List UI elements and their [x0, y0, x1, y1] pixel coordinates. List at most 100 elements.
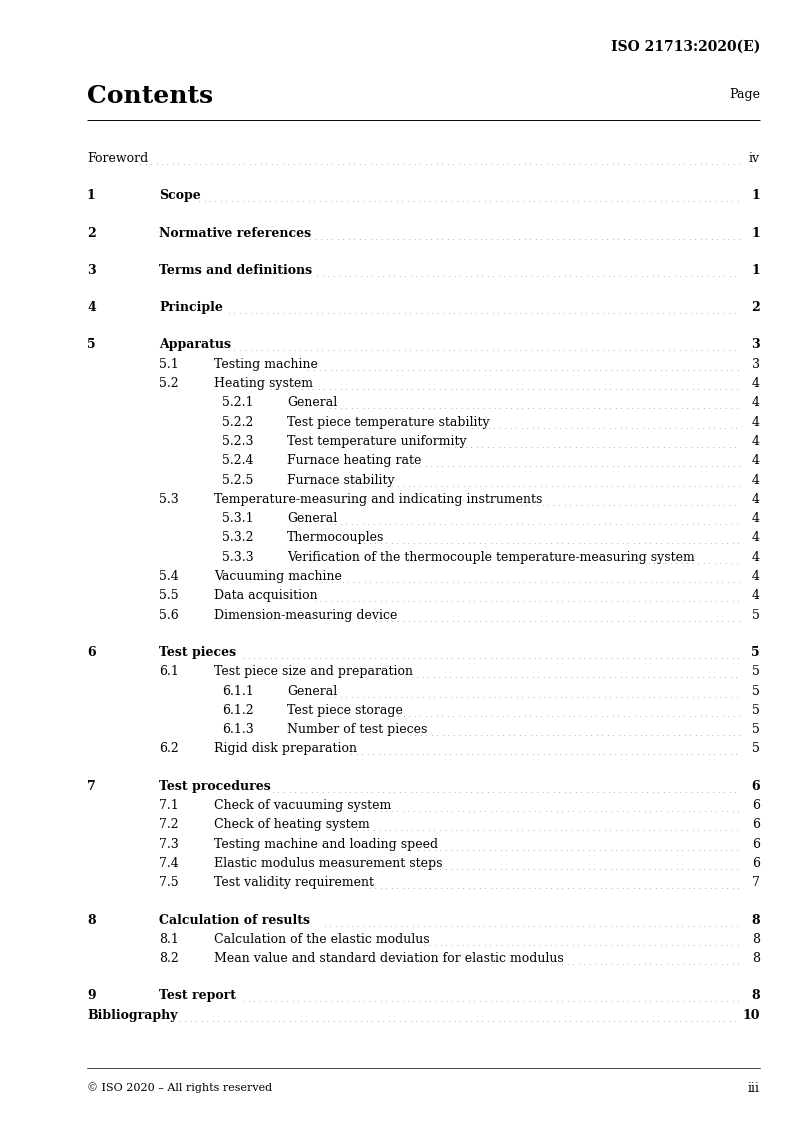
Text: Rigid disk preparation: Rigid disk preparation [214, 743, 357, 755]
Text: General: General [287, 513, 337, 525]
Text: 7: 7 [752, 876, 760, 890]
Text: Terms and definitions: Terms and definitions [159, 264, 312, 277]
Text: Test pieces: Test pieces [159, 646, 236, 659]
Text: 7.5: 7.5 [159, 876, 178, 890]
Text: 3: 3 [752, 339, 760, 351]
Text: 5: 5 [752, 703, 760, 717]
Text: 6: 6 [752, 799, 760, 812]
Text: 7.2: 7.2 [159, 818, 178, 831]
Text: 4: 4 [752, 532, 760, 544]
Text: Testing machine: Testing machine [214, 358, 318, 370]
Text: Test report: Test report [159, 990, 236, 1002]
Text: Foreword: Foreword [87, 151, 148, 165]
Text: 5.2.1: 5.2.1 [222, 396, 254, 410]
Text: Check of vacuuming system: Check of vacuuming system [214, 799, 391, 812]
Text: 5: 5 [752, 743, 760, 755]
Text: 5.3.2: 5.3.2 [222, 532, 254, 544]
Text: 6: 6 [87, 646, 96, 659]
Text: iii: iii [748, 1082, 760, 1095]
Text: Heating system: Heating system [214, 377, 313, 390]
Text: 5: 5 [752, 665, 760, 679]
Text: 4: 4 [752, 454, 760, 467]
Text: 4: 4 [752, 473, 760, 487]
Text: Apparatus: Apparatus [159, 339, 231, 351]
Text: 9: 9 [87, 990, 96, 1002]
Text: 5.2.4: 5.2.4 [222, 454, 254, 467]
Text: Testing machine and loading speed: Testing machine and loading speed [214, 838, 438, 850]
Text: 6: 6 [752, 818, 760, 831]
Text: Furnace stability: Furnace stability [287, 473, 395, 487]
Text: 6: 6 [752, 780, 760, 793]
Text: 4: 4 [752, 589, 760, 603]
Text: 10: 10 [742, 1009, 760, 1022]
Text: Bibliography: Bibliography [87, 1009, 178, 1022]
Text: 5: 5 [752, 609, 760, 622]
Text: Scope: Scope [159, 190, 201, 202]
Text: 4: 4 [752, 396, 760, 410]
Text: 5.1: 5.1 [159, 358, 178, 370]
Text: 5: 5 [752, 684, 760, 698]
Text: 8: 8 [752, 932, 760, 946]
Text: 3: 3 [87, 264, 96, 277]
Text: iv: iv [749, 151, 760, 165]
Text: Test validity requirement: Test validity requirement [214, 876, 374, 890]
Text: 4: 4 [752, 570, 760, 583]
Text: 4: 4 [752, 493, 760, 506]
Text: General: General [287, 396, 337, 410]
Text: 7.4: 7.4 [159, 857, 178, 870]
Text: Mean value and standard deviation for elastic modulus: Mean value and standard deviation for el… [214, 953, 564, 965]
Text: 5.3.1: 5.3.1 [222, 513, 254, 525]
Text: 5.3: 5.3 [159, 493, 178, 506]
Text: 5.2.2: 5.2.2 [222, 415, 254, 429]
Text: 5.3.3: 5.3.3 [222, 551, 254, 563]
Text: 8.1: 8.1 [159, 932, 179, 946]
Text: Elastic modulus measurement steps: Elastic modulus measurement steps [214, 857, 442, 870]
Text: 4: 4 [752, 513, 760, 525]
Text: 8: 8 [87, 913, 96, 927]
Text: Verification of the thermocouple temperature-measuring system: Verification of the thermocouple tempera… [287, 551, 695, 563]
Text: Furnace heating rate: Furnace heating rate [287, 454, 421, 467]
Text: 6.2: 6.2 [159, 743, 178, 755]
Text: 4: 4 [752, 435, 760, 448]
Text: 5.2.3: 5.2.3 [222, 435, 254, 448]
Text: 6.1.2: 6.1.2 [222, 703, 254, 717]
Text: 5.4: 5.4 [159, 570, 178, 583]
Text: Test piece size and preparation: Test piece size and preparation [214, 665, 413, 679]
Text: Vacuuming machine: Vacuuming machine [214, 570, 342, 583]
Text: Normative references: Normative references [159, 227, 311, 240]
Text: 8: 8 [752, 913, 760, 927]
Text: General: General [287, 684, 337, 698]
Text: 6.1.3: 6.1.3 [222, 724, 254, 736]
Text: 5.2: 5.2 [159, 377, 178, 390]
Text: 6: 6 [752, 857, 760, 870]
Text: 4: 4 [752, 551, 760, 563]
Text: Thermocouples: Thermocouples [287, 532, 385, 544]
Text: 2: 2 [751, 301, 760, 314]
Text: 5.5: 5.5 [159, 589, 178, 603]
Text: 1: 1 [751, 190, 760, 202]
Text: 6.1: 6.1 [159, 665, 179, 679]
Text: Data acquisition: Data acquisition [214, 589, 318, 603]
Text: 4: 4 [87, 301, 96, 314]
Text: 4: 4 [752, 415, 760, 429]
Text: 1: 1 [751, 227, 760, 240]
Text: 5.2.5: 5.2.5 [222, 473, 254, 487]
Text: Number of test pieces: Number of test pieces [287, 724, 427, 736]
Text: 5: 5 [752, 724, 760, 736]
Text: 7.1: 7.1 [159, 799, 178, 812]
Text: Calculation of the elastic modulus: Calculation of the elastic modulus [214, 932, 430, 946]
Text: Temperature-measuring and indicating instruments: Temperature-measuring and indicating ins… [214, 493, 542, 506]
Text: Test temperature uniformity: Test temperature uniformity [287, 435, 466, 448]
Text: Calculation of results: Calculation of results [159, 913, 310, 927]
Text: 2: 2 [87, 227, 96, 240]
Text: 1: 1 [87, 190, 96, 202]
Text: ISO 21713:2020(E): ISO 21713:2020(E) [611, 40, 760, 54]
Text: Test procedures: Test procedures [159, 780, 270, 793]
Text: Dimension-measuring device: Dimension-measuring device [214, 609, 397, 622]
Text: © ISO 2020 – All rights reserved: © ISO 2020 – All rights reserved [87, 1082, 272, 1093]
Text: 8: 8 [752, 990, 760, 1002]
Text: 3: 3 [752, 358, 760, 370]
Text: 4: 4 [752, 377, 760, 390]
Text: 6.1.1: 6.1.1 [222, 684, 254, 698]
Text: Check of heating system: Check of heating system [214, 818, 370, 831]
